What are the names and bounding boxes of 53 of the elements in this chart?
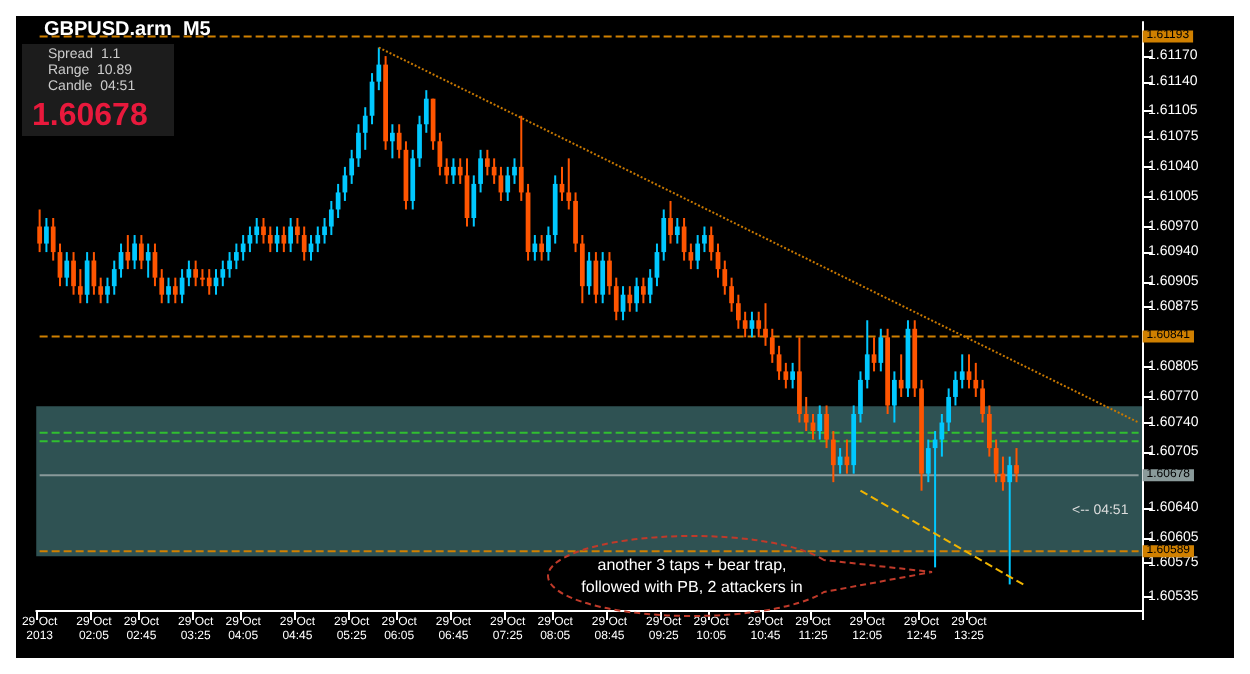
candlestick: [274, 225, 280, 254]
candlestick: [193, 259, 199, 288]
candlestick: [641, 276, 646, 305]
candlestick: [267, 225, 273, 254]
candlestick: [668, 199, 673, 245]
candlestick: [132, 234, 137, 271]
candlestick: [288, 217, 294, 254]
candlestick: [44, 217, 49, 254]
candlestick: [139, 234, 144, 271]
candlestick: [254, 217, 260, 245]
candlestick: [281, 225, 287, 254]
candlestick: [451, 157, 456, 185]
candlestick: [247, 225, 253, 254]
candlestick: [240, 234, 246, 262]
candlestick: [532, 234, 538, 262]
candlestick: [37, 208, 43, 254]
candlestick: [71, 251, 76, 296]
candlestick: [145, 242, 151, 279]
candlestick: [172, 276, 178, 305]
chart-title: GBPUSD.arm M5: [44, 19, 212, 41]
candlestick: [749, 310, 755, 339]
candlestick: [301, 225, 307, 262]
candlestick: [186, 259, 192, 288]
candlestick: [233, 242, 239, 271]
annotation: another 3 taps + bear trap, followed with PB, 2 attackers in: [581, 556, 803, 596]
candlestick: [966, 353, 972, 390]
annotation: 1.60678: [32, 99, 148, 133]
candlestick: [166, 276, 171, 305]
candlestick: [756, 310, 762, 339]
candlestick: [539, 234, 545, 262]
candlestick: [790, 361, 796, 390]
candlestick: [695, 234, 701, 271]
candlestick: [688, 242, 694, 271]
candlestick: [206, 268, 212, 296]
candlestick: [627, 285, 633, 313]
candlestick: [959, 353, 965, 390]
candlestick: [315, 225, 321, 254]
candlestick: [871, 336, 877, 373]
candlestick: [484, 148, 490, 177]
candlestick: [64, 251, 70, 288]
candlestick: [797, 336, 802, 424]
candlestick: [600, 251, 606, 305]
candlestick: [390, 123, 395, 160]
candlestick: [674, 217, 680, 245]
candlestick: [634, 276, 639, 313]
candlestick: [125, 234, 131, 271]
candlestick: [227, 251, 232, 279]
candlestick: [220, 259, 226, 288]
candlestick: [742, 310, 748, 339]
candlestick: [898, 353, 904, 398]
candlestick: [878, 327, 884, 373]
candlestick: [261, 217, 266, 245]
candlestick: [505, 165, 511, 202]
